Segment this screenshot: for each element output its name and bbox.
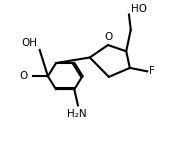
Text: O: O [20, 71, 28, 81]
Text: F: F [149, 66, 155, 76]
Text: O: O [105, 32, 113, 42]
Text: OH: OH [22, 38, 38, 49]
Text: H₂N: H₂N [67, 109, 87, 119]
Text: HO: HO [131, 4, 147, 14]
